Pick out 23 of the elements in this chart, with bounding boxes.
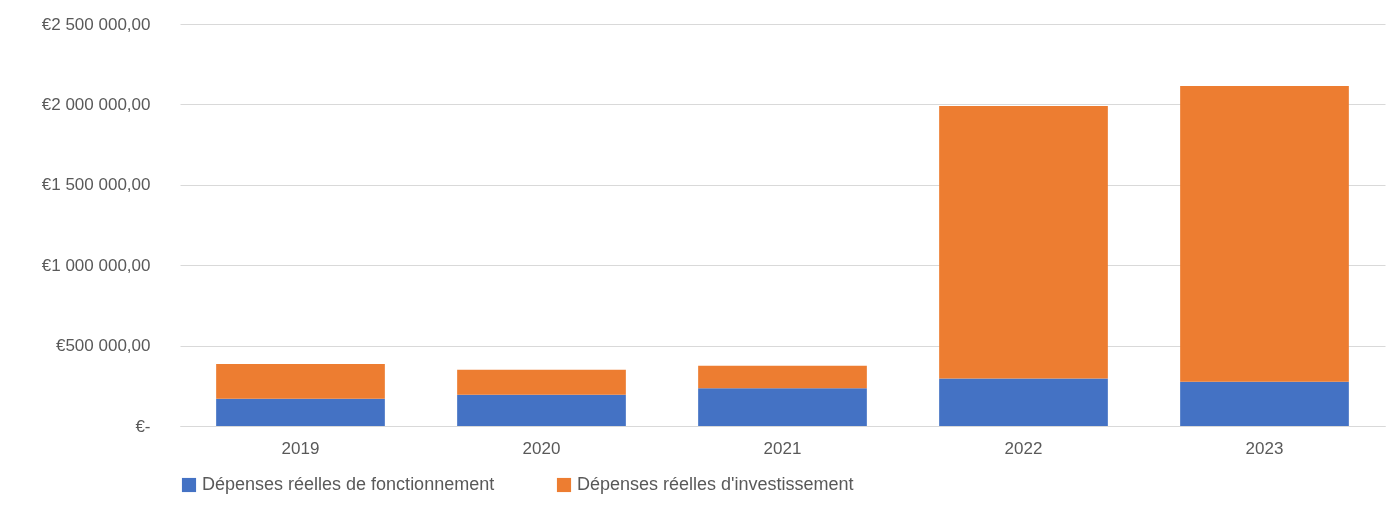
- y-tick-label: €-: [135, 416, 151, 436]
- bar: [1180, 85, 1349, 382]
- bar: [457, 394, 626, 426]
- y-tick-label: €500 000,00: [55, 336, 151, 356]
- bar: [216, 398, 385, 426]
- bar: [939, 378, 1108, 426]
- bar: [216, 364, 385, 399]
- bar: [457, 369, 626, 395]
- x-tick-label: 2023: [1245, 438, 1284, 458]
- y-tick-label: €2 000 000,00: [41, 94, 151, 114]
- bar: [1180, 381, 1349, 426]
- y-tick-label: €1 500 000,00: [41, 175, 151, 195]
- x-tick-label: 2021: [763, 438, 802, 458]
- x-tick-label: 2020: [522, 438, 561, 458]
- y-tick-label: €2 500 000,00: [41, 14, 151, 34]
- bar: [698, 365, 867, 389]
- bar: [698, 388, 867, 426]
- y-tick-label: €1 000 000,00: [41, 255, 151, 275]
- legend-label: Dépenses réelles de fonctionnement: [202, 474, 495, 494]
- legend-label: Dépenses réelles d'investissement: [577, 474, 854, 494]
- bar: [939, 106, 1108, 379]
- x-tick-label: 2022: [1004, 438, 1043, 458]
- x-tick-label: 2019: [281, 438, 320, 458]
